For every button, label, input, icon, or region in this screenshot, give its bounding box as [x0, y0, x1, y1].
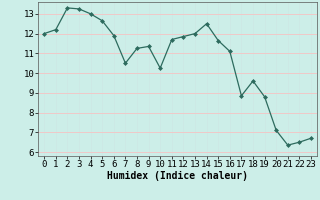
X-axis label: Humidex (Indice chaleur): Humidex (Indice chaleur)	[107, 171, 248, 181]
